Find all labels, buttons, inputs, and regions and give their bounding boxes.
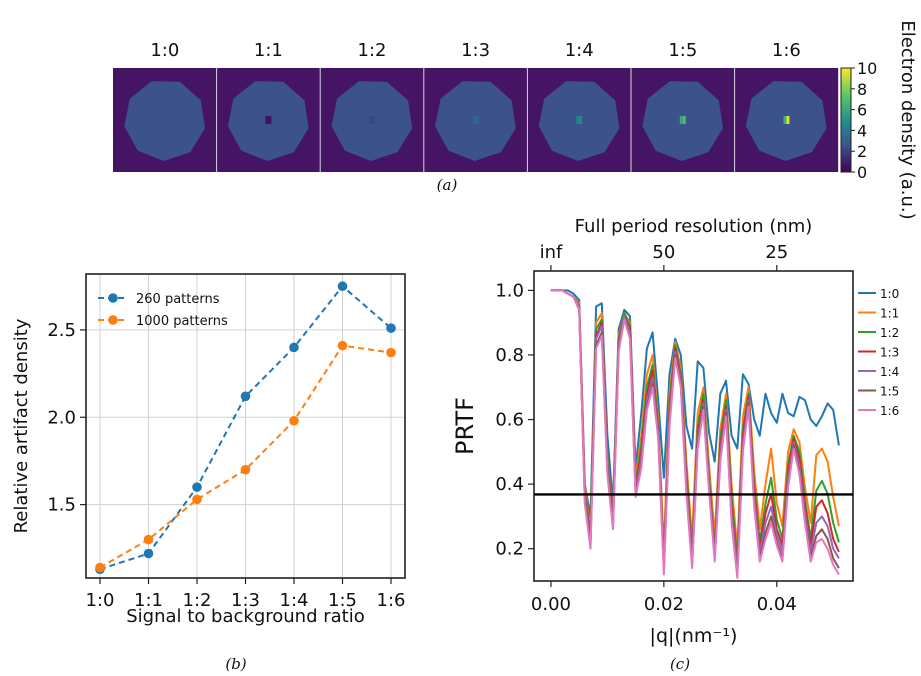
legend-marker [108,315,118,325]
top-tick-label: 25 [765,242,788,263]
x-tick-label: 1:2 [183,590,212,611]
map-title: 1:2 [358,40,387,61]
colorbar-tick-label: 8 [857,80,867,99]
caption-a: (a) [437,176,458,194]
density-spot [682,116,686,124]
density-spot [786,116,790,124]
legend-label: 1:6 [880,404,899,418]
colorbar-gradient [840,67,852,173]
map-title: 1:1 [254,40,283,61]
x-tick-label: 0.04 [757,594,797,615]
legend-marker [108,293,118,303]
y-axis-label: PRTF [451,397,479,455]
density-spot [265,116,272,124]
map-title: 1:5 [668,40,697,61]
y-axis-label: Relative artifact density [11,318,32,533]
legend-label: 1:4 [880,365,899,379]
colorbar-tick-label: 10 [857,59,877,78]
data-point [386,323,396,333]
x-axis-label: Signal to background ratio [126,606,365,627]
top-axis-label: Full period resolution (nm) [575,216,813,237]
y-tick-label: 1.5 [47,495,76,516]
data-point [143,548,154,559]
density-spot [472,116,479,124]
density-spot [783,116,787,124]
data-point [95,562,105,573]
legend-label: 1000 patterns [136,314,228,329]
y-tick-label: 2.5 [47,320,76,341]
map-title: 1:3 [461,40,490,61]
legend-label: 260 patterns [136,292,220,307]
legend-label: 1:2 [880,326,899,340]
x-tick-label: 1:5 [328,590,357,611]
top-tick-label: 50 [652,242,675,263]
x-tick-label: 1:6 [377,590,406,611]
data-point [337,340,348,351]
x-tick-label: 1:1 [134,590,163,611]
panel-b-artifact-chart: 1:0 1:1 1:2 1:3 1:4 1:5 1:6 1.5 2.0 2.5 260 patter… [11,273,406,627]
y-tick-label: 0.4 [495,474,524,495]
data-point [240,391,251,402]
legend-label: 1:3 [880,346,899,360]
x-axis-label: |q|(nm⁻¹) [650,625,738,647]
colorbar: 0 2 46 8 10 [840,59,877,182]
colorbar-tick-label: 4 [857,121,867,140]
series-line-0 [550,289,840,518]
density-map-particle [124,81,205,161]
colorbar-tick-label: 6 [857,101,867,120]
panel-a-density-maps: 1:0 1:1 1:2 1:3 1:4 1:5 1:6 [113,40,839,172]
colorbar-label: Electron density (a.u.) [897,20,918,219]
y-tick-label: 1.0 [495,280,524,301]
panel-c-prtf-chart: 0.00 0.02 0.04 0.2 0.4 0.6 0.8 1.0 inf 50 25 Full p… [451,216,899,647]
x-tick-label: 1:0 [86,590,115,611]
density-spot [576,116,583,124]
data-point [143,534,154,545]
legend-label: 1:0 [880,287,899,301]
colorbar-tick-label: 2 [857,142,867,161]
density-spot [369,116,375,124]
data-point [192,482,202,492]
data-point [386,347,396,358]
legend-label: 1:1 [880,307,899,321]
y-tick-label: 0.8 [495,345,524,366]
x-tick-label: 0.02 [644,594,684,615]
data-point [289,415,299,426]
map-title: 1:6 [772,40,801,61]
map-title: 1:4 [565,40,594,61]
legend-label: 1:5 [880,385,899,399]
caption-c: (c) [670,655,690,673]
data-point [289,342,299,353]
data-point [337,281,348,292]
map-title: 1:0 [150,40,179,61]
data-point [240,464,251,475]
plot-frame [533,270,854,582]
y-tick-label: 2.0 [47,407,76,428]
x-tick-label: 0.00 [531,594,571,615]
data-point [192,494,202,505]
x-tick-label: 1:4 [280,590,309,611]
density-spot [679,116,683,124]
y-tick-label: 0.6 [495,410,524,431]
colorbar-tick-label: 0 [857,163,867,182]
caption-b: (b) [225,655,246,673]
y-tick-label: 0.2 [495,539,524,560]
x-tick-label: 1:3 [231,590,260,611]
series-line-6 [550,289,840,579]
top-tick-label: inf [540,242,563,263]
